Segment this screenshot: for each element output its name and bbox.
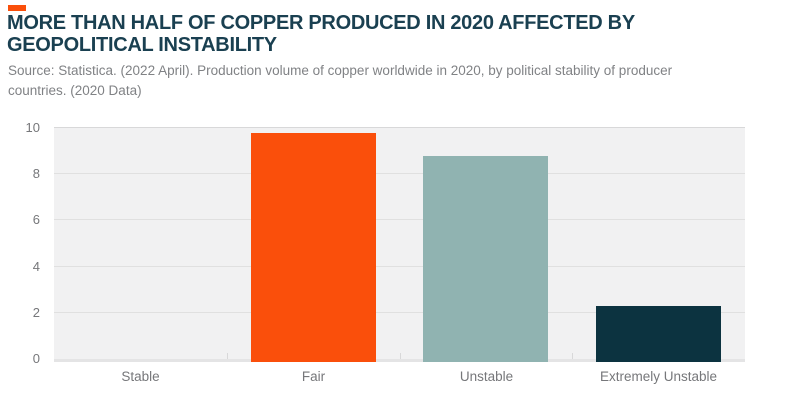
bar-fair — [250, 133, 376, 362]
y-tick-label-4: 4 — [32, 259, 40, 274]
y-tick-label-6: 6 — [32, 212, 40, 227]
gridline-4 — [54, 265, 745, 267]
y-tick-label-10: 10 — [25, 120, 40, 135]
bar-extremely-unstable — [596, 306, 722, 362]
x-category-label-stable: Stable — [121, 369, 160, 384]
gridline-6 — [54, 219, 745, 221]
y-tick-label-8: 8 — [32, 166, 40, 181]
x-axis-tick — [572, 353, 573, 359]
gridline-8 — [54, 173, 745, 175]
accent-dash — [8, 5, 26, 11]
gridline-2 — [54, 311, 745, 313]
plot-area — [54, 127, 745, 362]
x-axis-baseline — [54, 359, 745, 362]
x-axis-tick — [227, 353, 228, 359]
x-category-label-unstable: Unstable — [459, 369, 514, 384]
x-axis-tick — [400, 353, 401, 359]
y-tick-label-0: 0 — [32, 351, 40, 366]
source-citation: Source: Statistica. (2022 April). Produc… — [8, 63, 673, 98]
y-tick-label-2: 2 — [32, 305, 40, 320]
page-title: MORE THAN HALF OF COPPER PRODUCED IN 202… — [7, 12, 635, 56]
x-category-label-extremely-unstable: Extremely Unstable — [599, 369, 718, 384]
x-category-label-fair: Fair — [301, 369, 326, 384]
bar-unstable — [423, 156, 549, 362]
